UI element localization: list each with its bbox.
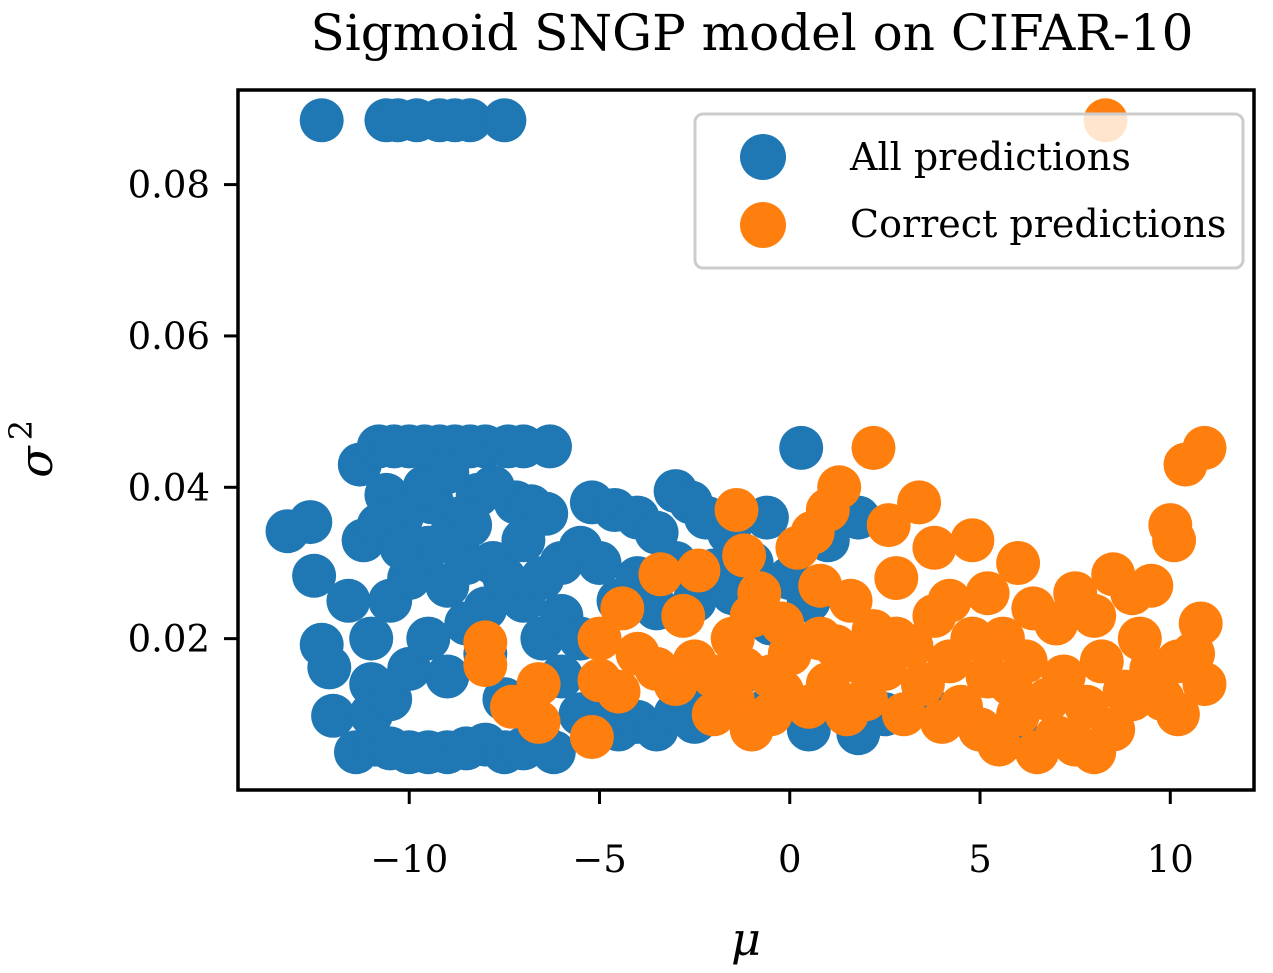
data-point xyxy=(1152,518,1197,563)
data-point xyxy=(729,593,774,638)
data-point xyxy=(425,450,470,495)
data-point xyxy=(1155,639,1200,684)
data-point xyxy=(779,425,824,470)
data-point xyxy=(996,541,1041,585)
data-point xyxy=(577,616,622,661)
data-point xyxy=(448,98,493,143)
legend: All predictions Correct predictions xyxy=(693,112,1245,270)
data-point xyxy=(600,586,645,631)
data-point xyxy=(1140,677,1185,722)
data-point xyxy=(965,571,1010,616)
data-point xyxy=(676,548,721,593)
data-point xyxy=(1117,616,1162,661)
legend-marker-correct-predictions xyxy=(740,202,786,248)
x-tick-label: −10 xyxy=(370,838,448,881)
data-point xyxy=(722,533,767,578)
data-point xyxy=(1102,669,1147,714)
points-layer xyxy=(265,98,1227,775)
data-point xyxy=(1072,593,1117,638)
x-axis: −10 −5 0 5 10 xyxy=(370,790,1194,881)
data-point xyxy=(912,525,957,570)
data-point xyxy=(729,707,774,752)
y-axis-label-superscript: 2 xyxy=(2,420,40,440)
data-point xyxy=(950,616,995,661)
data-point xyxy=(1026,677,1071,722)
data-point xyxy=(425,654,470,699)
data-point xyxy=(288,500,333,545)
data-point xyxy=(569,715,614,759)
data-point xyxy=(798,616,843,661)
data-point xyxy=(638,552,683,597)
data-point xyxy=(448,503,493,548)
data-point xyxy=(817,465,862,510)
y-axis-label-group: σ 2 xyxy=(2,420,63,478)
y-tick-label: 0.08 xyxy=(128,164,210,207)
data-point xyxy=(828,578,873,623)
data-point xyxy=(1129,563,1174,608)
data-point xyxy=(292,553,337,598)
data-point xyxy=(714,488,759,532)
data-point xyxy=(866,503,911,548)
plot-frame xyxy=(236,88,1256,792)
legend-label-all-predictions: All predictions xyxy=(849,135,1131,179)
data-point xyxy=(326,578,371,623)
data-point xyxy=(836,639,881,684)
data-point xyxy=(596,669,641,714)
data-point xyxy=(406,616,451,661)
data-point xyxy=(299,98,344,143)
data-point xyxy=(501,518,546,563)
data-point xyxy=(760,669,805,714)
data-point xyxy=(874,616,919,661)
data-point xyxy=(444,541,489,585)
data-point xyxy=(851,425,896,470)
x-axis-label: μ xyxy=(731,912,761,966)
data-point xyxy=(471,465,515,510)
data-point xyxy=(482,556,527,601)
data-point xyxy=(912,593,957,638)
data-point xyxy=(920,699,964,744)
data-point xyxy=(516,699,561,744)
y-tick-label: 0.02 xyxy=(128,618,210,661)
legend-marker-all-predictions xyxy=(740,134,786,180)
data-point xyxy=(988,662,1033,707)
data-point xyxy=(897,480,942,525)
data-point xyxy=(634,646,679,691)
y-axis-label: σ xyxy=(9,445,63,478)
data-point xyxy=(691,692,736,737)
chart-title: Sigmoid SNGP model on CIFAR-10 xyxy=(311,4,1194,62)
data-point xyxy=(482,98,527,143)
y-tick-label: 0.06 xyxy=(128,315,210,358)
data-point xyxy=(311,693,356,738)
legend-label-correct-predictions: Correct predictions xyxy=(850,202,1226,246)
x-tick-label: 5 xyxy=(968,838,992,881)
data-point xyxy=(528,424,572,469)
data-point xyxy=(520,556,565,601)
data-point xyxy=(874,556,919,601)
data-point xyxy=(463,643,508,688)
data-point xyxy=(349,616,394,661)
data-point xyxy=(722,646,767,691)
data-point xyxy=(1064,684,1109,729)
data-point xyxy=(577,541,622,585)
y-axis: 0.02 0.04 0.06 0.08 xyxy=(128,164,238,661)
x-tick-label: −5 xyxy=(572,838,627,881)
data-point xyxy=(1079,639,1124,684)
data-point xyxy=(661,593,706,638)
data-point xyxy=(379,525,424,570)
y-tick-label: 0.04 xyxy=(128,466,210,509)
data-point xyxy=(516,662,561,707)
data-point xyxy=(1015,730,1060,775)
x-tick-label: 10 xyxy=(1147,838,1194,881)
data-point xyxy=(881,692,926,737)
series-correct-predictions xyxy=(463,98,1227,775)
data-point xyxy=(950,518,995,563)
legend-box xyxy=(693,112,1245,270)
data-point xyxy=(307,645,352,690)
x-tick-label: 0 xyxy=(778,838,802,881)
data-point xyxy=(1182,425,1227,470)
